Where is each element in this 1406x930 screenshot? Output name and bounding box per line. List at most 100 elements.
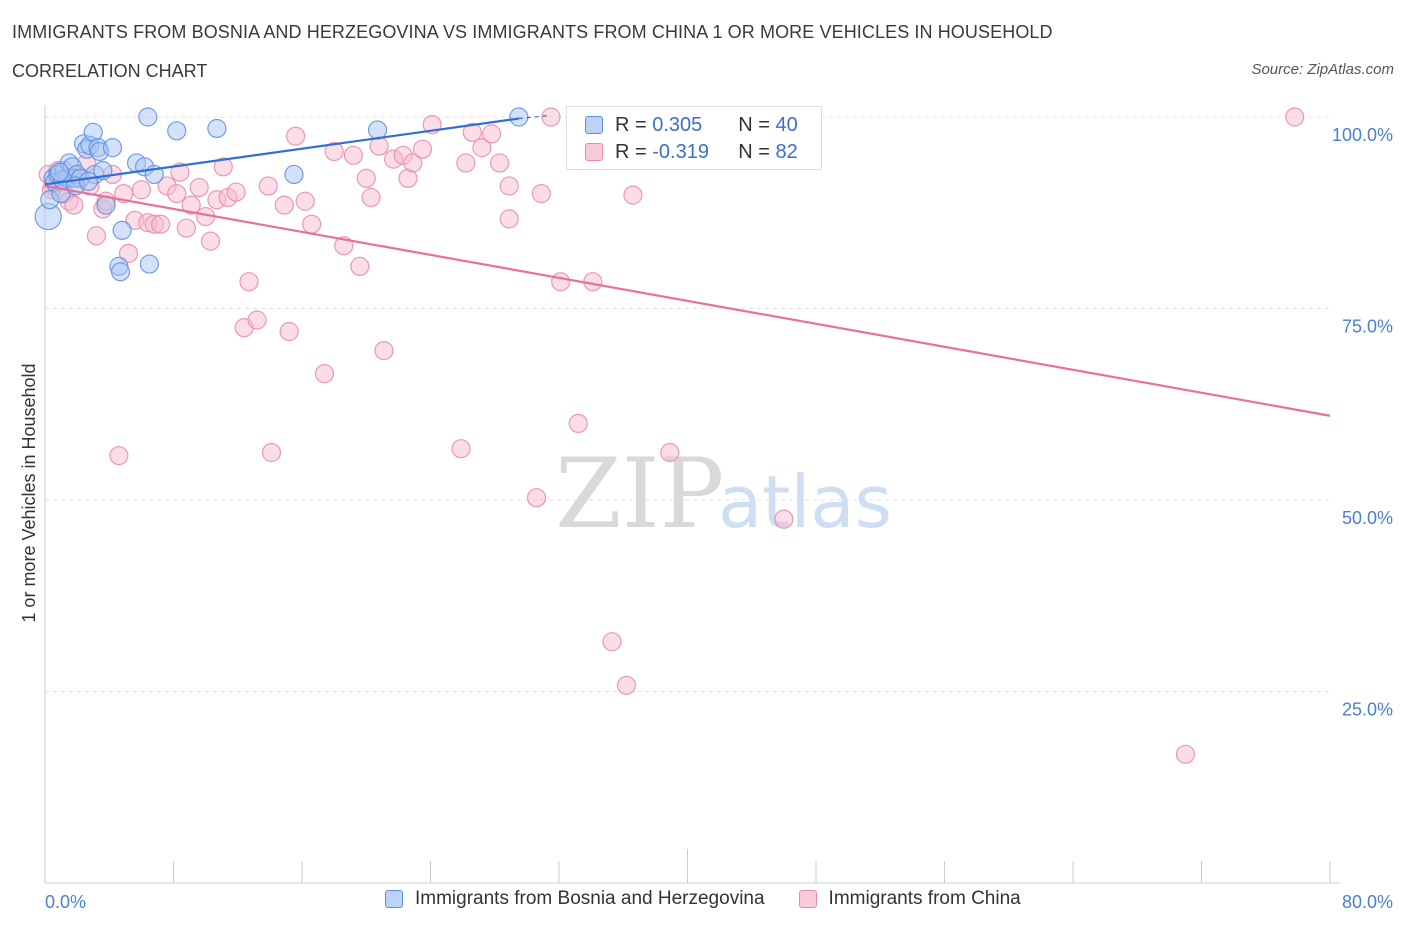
- data-point-china: [774, 509, 794, 529]
- stats-n-label: N =: [738, 140, 770, 163]
- data-point-bosnia: [102, 138, 123, 158]
- data-point-china: [167, 184, 187, 204]
- data-point-china: [451, 439, 471, 459]
- watermark-atlas: atlas: [718, 460, 892, 544]
- data-point-china: [109, 445, 129, 466]
- data-point-china: [295, 191, 315, 211]
- data-point-bosnia: [112, 220, 132, 240]
- data-point-china: [462, 122, 482, 142]
- data-point-china: [200, 231, 221, 251]
- data-point-bosnia: [139, 254, 160, 274]
- x-tick-label: 80.0%: [1342, 892, 1393, 912]
- data-point-china: [247, 310, 267, 330]
- watermark: ZIP atlas: [555, 438, 892, 550]
- watermark-zip: ZIP: [555, 438, 724, 550]
- data-point-bosnia: [138, 107, 158, 127]
- data-point-china: [86, 226, 107, 246]
- trend-line-china: [44, 184, 1331, 417]
- data-point-china: [314, 364, 335, 384]
- y-tick-label: 100.0%: [1332, 125, 1393, 145]
- data-point-china: [551, 272, 571, 292]
- data-point-china: [64, 195, 84, 215]
- data-point-china: [531, 184, 551, 204]
- chart-title: IMMIGRANTS FROM BOSNIA AND HERZEGOVINA V…: [12, 22, 1053, 42]
- data-point-bosnia: [49, 162, 70, 182]
- y-axis-label: 1 or more Vehicles in Household: [19, 363, 39, 622]
- data-point-china: [499, 176, 519, 196]
- tick-labels: 100.0% 75.0% 50.0% 25.0% 0.0% 80.0%: [45, 125, 1393, 912]
- data-point-bosnia: [207, 118, 227, 139]
- data-point-china: [302, 214, 322, 234]
- data-point-china: [660, 442, 680, 463]
- stats-swatch-china: [585, 143, 603, 161]
- stats-r-label: R =: [615, 113, 647, 136]
- gridlines: [45, 116, 1330, 692]
- series-china-points: [38, 107, 1305, 764]
- y-tick-label: 50.0%: [1342, 508, 1393, 528]
- data-point-china: [213, 157, 233, 177]
- data-point-china: [481, 124, 502, 144]
- data-point-china: [239, 272, 259, 292]
- legend-swatch-bosnia: [385, 890, 403, 908]
- data-point-china: [151, 214, 171, 234]
- data-point-china: [279, 321, 299, 342]
- stats-row-china: R = -0.319 N = 82: [585, 140, 798, 164]
- source-label: Source: ZipAtlas.com: [1251, 61, 1394, 78]
- data-point-china: [226, 182, 246, 202]
- data-point-china: [472, 138, 492, 158]
- data-point-china: [403, 153, 423, 173]
- legend-label-bosnia: Immigrants from Bosnia and Herzegovina: [415, 888, 765, 909]
- data-point-bosnia: [78, 171, 98, 191]
- data-point-china: [456, 153, 476, 173]
- legend-item-china: Immigrants from China: [798, 888, 1021, 910]
- data-point-china: [361, 187, 381, 208]
- data-point-china: [170, 162, 190, 182]
- legend-item-bosnia: Immigrants from Bosnia and Herzegovina: [385, 888, 765, 910]
- data-point-china: [261, 442, 282, 463]
- data-point-china: [568, 413, 588, 433]
- data-point-china: [181, 195, 201, 215]
- data-point-china: [118, 243, 139, 263]
- data-point-bosnia: [284, 164, 304, 185]
- data-point-china: [541, 107, 561, 127]
- data-point-china: [526, 488, 547, 508]
- data-point-china: [189, 177, 209, 198]
- axes: [44, 105, 1340, 884]
- data-point-china: [623, 185, 643, 205]
- data-point-china: [489, 153, 510, 173]
- data-point-china: [1285, 107, 1305, 127]
- stats-r-value-bosnia: 0.305: [652, 113, 703, 136]
- legend: Immigrants from Bosnia and Herzegovina I…: [385, 888, 1021, 910]
- data-point-china: [412, 139, 433, 159]
- series-bosnia-points: [34, 107, 529, 282]
- y-tick-label: 25.0%: [1342, 700, 1393, 720]
- data-point-bosnia: [509, 107, 529, 127]
- data-point-china: [499, 209, 519, 229]
- data-point-china: [343, 145, 363, 165]
- legend-label-china: Immigrants from China: [828, 888, 1021, 909]
- trend-line-bosnia-extension: [518, 114, 549, 120]
- data-point-china: [274, 195, 294, 215]
- data-point-china: [285, 126, 306, 146]
- data-point-bosnia: [167, 121, 187, 141]
- stats-n-value-china: 82: [775, 140, 798, 163]
- stats-row-bosnia: R = 0.305 N = 40: [585, 113, 798, 137]
- data-point-china: [602, 632, 622, 652]
- x-tick-label: 0.0%: [45, 892, 86, 912]
- data-point-china: [616, 675, 637, 695]
- stats-n-value-bosnia: 40: [775, 113, 798, 136]
- data-point-china: [1175, 744, 1196, 764]
- data-point-china: [350, 256, 370, 276]
- stats-swatch-bosnia: [585, 116, 603, 134]
- trend-lines: [44, 114, 1331, 417]
- data-point-china: [258, 176, 278, 196]
- data-point-china: [176, 218, 196, 238]
- stats-r-value-china: -0.319: [652, 140, 709, 163]
- chart-subtitle: CORRELATION CHART: [12, 61, 208, 81]
- data-point-china: [131, 180, 151, 200]
- data-point-bosnia: [110, 262, 131, 282]
- stats-box: R = 0.305 N = 40 R = -0.319 N = 82: [566, 106, 822, 170]
- stats-r-label: R =: [615, 140, 647, 163]
- y-tick-label: 75.0%: [1342, 317, 1393, 337]
- data-point-china: [324, 141, 344, 162]
